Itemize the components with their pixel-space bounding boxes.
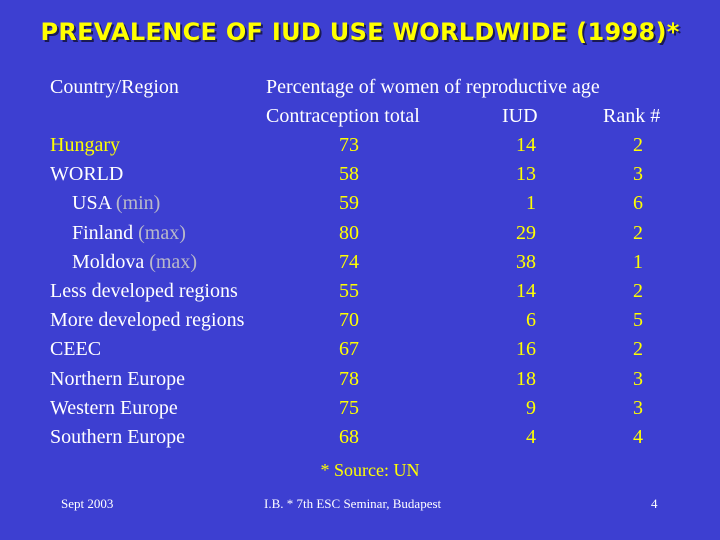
region-label: Moldova [72,250,145,273]
contraception-total-value: 80 [339,221,359,244]
rank-value: 1 [633,250,643,273]
iud-value: 16 [516,338,536,361]
rank-value: 5 [633,309,643,332]
region-label: WORLD [50,163,124,186]
footer-date: Sept 2003 [61,496,114,511]
table-row: More developed regions 70 6 5 [0,306,720,335]
iud-value: 13 [516,163,536,186]
row-region-name: CEEC [50,335,101,364]
row-region-name: Western Europe [50,394,178,423]
iud-value: 18 [516,367,536,390]
data-table: Hungary 73 14 2 WORLD 58 13 3 USA (min) 59 1 6 Finla… [0,131,720,452]
region-label: Hungary [50,134,120,156]
rank-value: 2 [633,338,643,361]
row-region-name: Less developed regions [50,277,238,306]
table-row: Northern Europe 78 18 3 [0,365,720,394]
region-label: USA [72,192,111,215]
region-note: (min) [115,192,161,215]
contraception-total-value: 58 [339,163,359,186]
row-region-name: Southern Europe [50,423,185,452]
contraception-total-value: 68 [339,425,359,448]
region-label: Less developed regions [50,279,238,302]
iud-value: 9 [526,396,536,419]
region-note: (max) [149,250,197,273]
table-row: Moldova (max) 74 38 1 [0,248,720,277]
contraception-total-value: 67 [339,338,359,361]
footer-event: I.B. * 7th ESC Seminar, Budapest [264,496,442,511]
region-label: Western Europe [50,396,178,419]
header-contraception-total: Contraception total [266,105,420,127]
region-label: Northern Europe [50,367,185,390]
rank-value: 4 [633,425,643,448]
contraception-total-value: 78 [339,367,359,390]
contraception-total-value: 70 [339,309,359,332]
region-note: (max) [138,221,186,244]
table-row: Finland (max) 80 29 2 [0,219,720,248]
row-region-name: More developed regions [50,306,244,335]
iud-value: 6 [526,309,536,332]
slide-title: PREVALENCE OF IUD USE WORLDWIDE (1998)* [40,18,680,46]
header-iud: IUD [502,105,538,127]
table-row: Western Europe 75 9 3 [0,394,720,423]
rank-value: 2 [633,134,643,156]
table-row: Southern Europe 68 4 4 [0,423,720,452]
iud-value: 14 [516,279,536,302]
row-region-name: Finland (max) [72,219,186,248]
iud-value: 4 [526,425,536,448]
rank-value: 6 [633,192,643,215]
region-label: Southern Europe [50,425,185,448]
region-label: Finland [72,221,134,244]
header-group-label: Percentage of women of reproductive age [266,76,600,98]
row-region-name: Moldova (max) [72,248,197,277]
iud-value: 14 [516,134,536,156]
iud-value: 38 [516,250,536,273]
rank-value: 3 [633,367,643,390]
rank-value: 3 [633,163,643,186]
table-row: Hungary 73 14 2 [0,131,720,160]
contraception-total-value: 74 [339,250,359,273]
region-label: More developed regions [50,309,245,332]
rank-value: 2 [633,279,643,302]
row-region-name: WORLD [50,160,123,189]
contraception-total-value: 55 [339,279,359,302]
contraception-total-value: 59 [339,192,359,215]
row-region-name: Northern Europe [50,365,185,394]
row-region-name: Hungary [50,131,120,160]
table-row: CEEC 67 16 2 [0,335,720,364]
header-region: Country/Region [50,76,179,98]
region-label: CEEC [50,338,102,361]
footer-page-number: 4 [651,496,658,511]
rank-value: 3 [633,396,643,419]
table-row: WORLD 58 13 3 [0,160,720,189]
iud-value: 1 [526,192,536,215]
contraception-total-value: 73 [339,134,359,156]
row-region-name: USA (min) [72,189,160,218]
rank-value: 2 [633,221,643,244]
source-note: * Source: UN [320,460,420,480]
header-rank: Rank # [603,105,661,127]
iud-value: 29 [516,221,536,244]
table-row: USA (min) 59 1 6 [0,189,720,218]
contraception-total-value: 75 [339,396,359,419]
table-row: Less developed regions 55 14 2 [0,277,720,306]
